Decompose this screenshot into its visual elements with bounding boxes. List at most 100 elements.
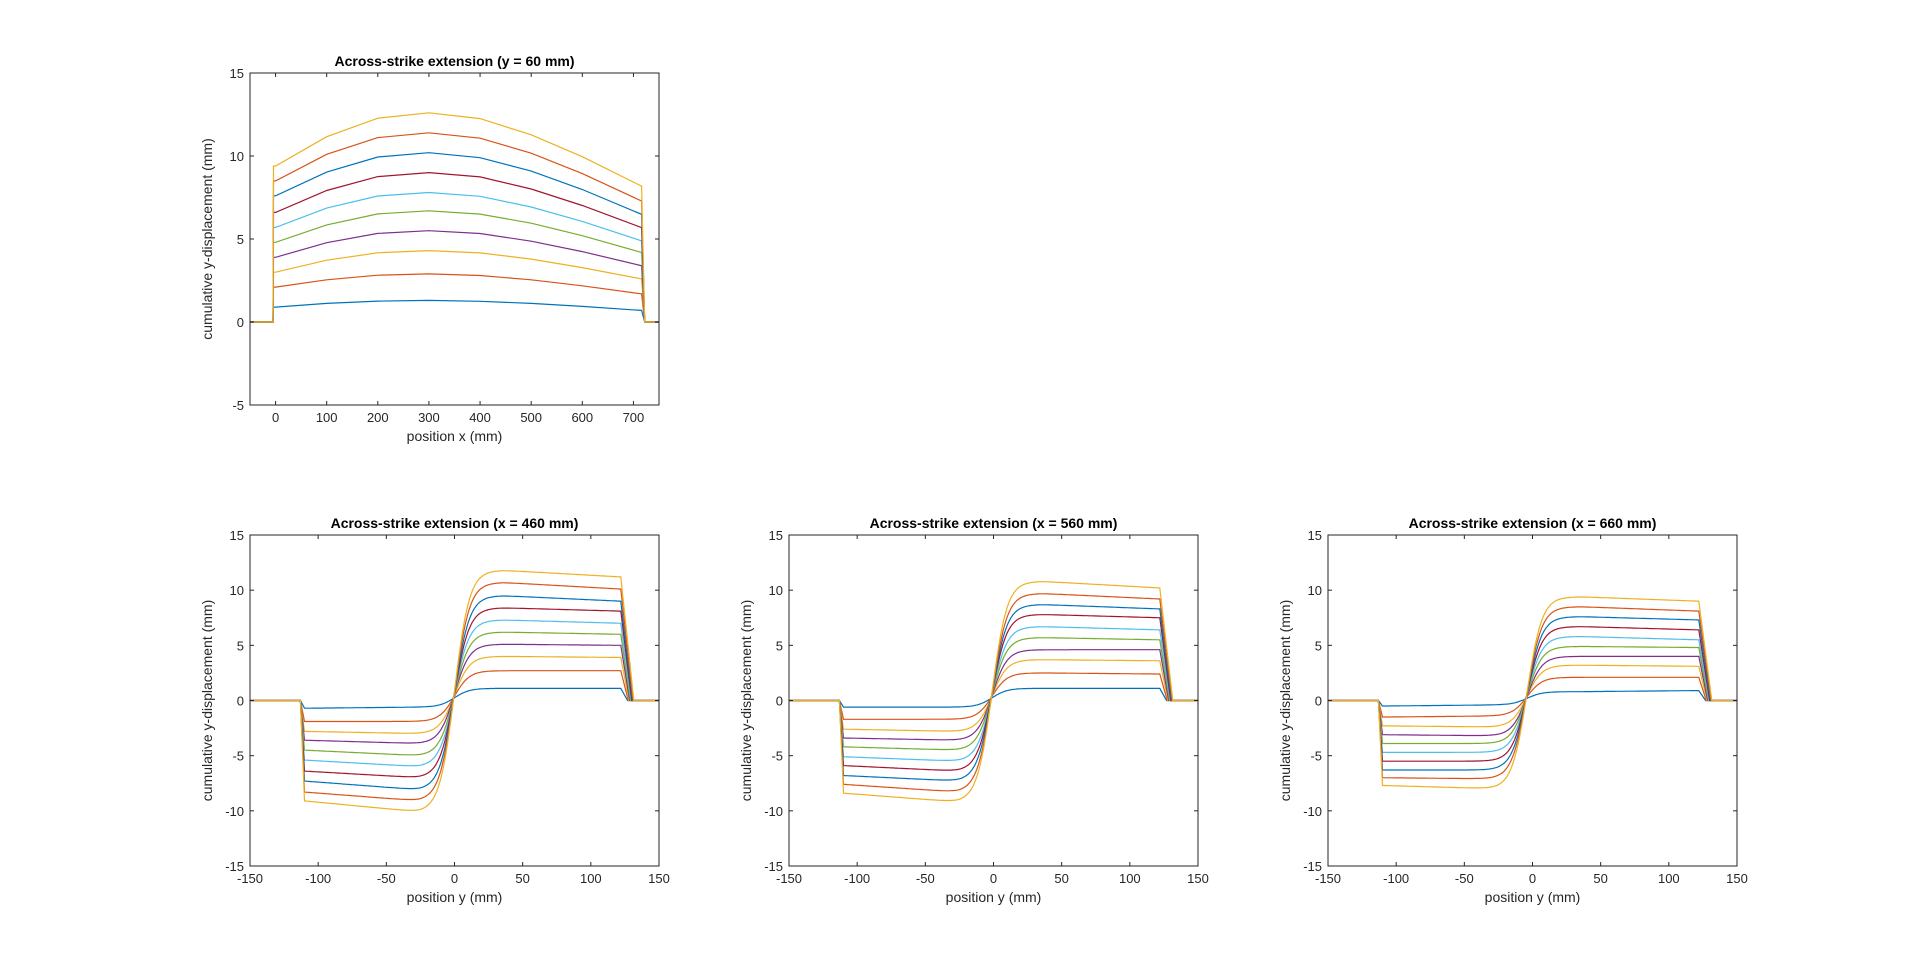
series-line-6 bbox=[250, 619, 659, 767]
x-tick-label: 600 bbox=[571, 410, 593, 425]
y-tick-label: 15 bbox=[230, 528, 244, 543]
y-axis-label: cumulative y-displacement (mm) bbox=[1277, 600, 1293, 802]
x-tick-label: -100 bbox=[844, 871, 870, 886]
x-tick-label: 0 bbox=[990, 871, 997, 886]
series-line-1 bbox=[789, 687, 1198, 708]
series-line-10 bbox=[250, 570, 659, 811]
series-line-2 bbox=[250, 670, 659, 723]
y-tick-label: 5 bbox=[237, 638, 244, 653]
y-axis-label: cumulative y-displacement (mm) bbox=[199, 600, 215, 802]
x-tick-label: 100 bbox=[1658, 871, 1680, 886]
chart-3: -150 -100 -50 0 50 100 150-15-10-5051015Across… bbox=[1277, 515, 1748, 905]
x-tick-label: -50 bbox=[916, 871, 935, 886]
y-tick-label: 15 bbox=[230, 66, 244, 81]
y-tick-label: 15 bbox=[769, 528, 783, 543]
y-tick-label: -5 bbox=[771, 749, 783, 764]
series-line-10 bbox=[789, 581, 1198, 802]
y-tick-label: 10 bbox=[230, 583, 244, 598]
x-tick-label: 150 bbox=[1187, 871, 1209, 886]
series-line-9 bbox=[789, 593, 1198, 792]
series-line-8 bbox=[789, 604, 1198, 781]
plot-area bbox=[789, 535, 1198, 866]
y-tick-label: 0 bbox=[237, 694, 244, 709]
series-line-8 bbox=[1328, 616, 1737, 771]
series-line-10 bbox=[1328, 596, 1737, 789]
y-tick-label: -15 bbox=[764, 859, 783, 874]
y-tick-label: -10 bbox=[225, 804, 244, 819]
series-line-4 bbox=[1328, 655, 1737, 737]
x-tick-label: 400 bbox=[469, 410, 491, 425]
x-tick-label: 150 bbox=[648, 871, 670, 886]
series-line-9 bbox=[1328, 606, 1737, 780]
series-line-4 bbox=[789, 649, 1198, 741]
series-line-10 bbox=[250, 112, 659, 323]
x-tick-label: 500 bbox=[520, 410, 542, 425]
y-tick-label: -10 bbox=[1303, 804, 1322, 819]
y-tick-label: 0 bbox=[237, 315, 244, 330]
y-tick-label: 10 bbox=[1308, 583, 1322, 598]
x-tick-label: 200 bbox=[367, 410, 389, 425]
y-tick-label: 0 bbox=[776, 694, 783, 709]
series-line-5 bbox=[250, 631, 659, 756]
y-tick-label: -15 bbox=[225, 859, 244, 874]
x-tick-label: 0 bbox=[1529, 871, 1536, 886]
y-tick-label: 0 bbox=[1315, 694, 1322, 709]
chart-title: Across-strike extension (y = 60 mm) bbox=[334, 53, 574, 69]
y-tick-label: -15 bbox=[1303, 859, 1322, 874]
chart-title: Across-strike extension (x = 560 mm) bbox=[870, 515, 1118, 531]
series-line-4 bbox=[250, 643, 659, 744]
x-tick-label: 700 bbox=[623, 410, 645, 425]
series-line-3 bbox=[789, 659, 1198, 732]
plot-area bbox=[250, 73, 659, 405]
x-axis-label: position y (mm) bbox=[946, 889, 1042, 905]
chart-1: -150 -100 -50 0 50 100 150-15-10-5051015Across… bbox=[199, 515, 670, 905]
y-tick-label: 5 bbox=[776, 638, 783, 653]
x-tick-label: 0 bbox=[272, 410, 279, 425]
series-line-1 bbox=[250, 687, 659, 709]
series-line-7 bbox=[1328, 626, 1737, 762]
x-tick-label: 100 bbox=[316, 410, 338, 425]
plot-area bbox=[1328, 535, 1737, 866]
x-tick-label: -150 bbox=[776, 871, 802, 886]
series-line-1 bbox=[1328, 689, 1737, 707]
y-tick-label: 15 bbox=[1308, 528, 1322, 543]
chart-2: -150 -100 -50 0 50 100 150-15-10-5051015Across… bbox=[738, 515, 1209, 905]
series-line-1 bbox=[250, 299, 659, 323]
x-tick-label: 100 bbox=[1119, 871, 1141, 886]
x-tick-label: -100 bbox=[1383, 871, 1409, 886]
y-tick-label: -5 bbox=[1310, 749, 1322, 764]
y-tick-label: 5 bbox=[1315, 638, 1322, 653]
y-tick-label: 10 bbox=[230, 149, 244, 164]
y-tick-label: -5 bbox=[232, 398, 244, 413]
series-line-2 bbox=[789, 672, 1198, 720]
x-tick-label: 50 bbox=[1054, 871, 1068, 886]
x-tick-label: 150 bbox=[1726, 871, 1748, 886]
y-tick-label: 10 bbox=[769, 583, 783, 598]
chart-title: Across-strike extension (x = 660 mm) bbox=[1409, 515, 1657, 531]
x-tick-label: 0 bbox=[451, 871, 458, 886]
series-line-6 bbox=[1328, 635, 1737, 754]
x-axis-label: position y (mm) bbox=[407, 889, 503, 905]
x-tick-label: 100 bbox=[580, 871, 602, 886]
x-axis-label: position x (mm) bbox=[407, 428, 503, 444]
plot-area bbox=[250, 535, 659, 866]
x-tick-label: -150 bbox=[1315, 871, 1341, 886]
x-tick-label: -100 bbox=[305, 871, 331, 886]
x-tick-label: 50 bbox=[1593, 871, 1607, 886]
x-axis-label: position y (mm) bbox=[1485, 889, 1581, 905]
series-line-6 bbox=[789, 626, 1198, 762]
x-tick-label: 50 bbox=[515, 871, 529, 886]
y-axis-label: cumulative y-displacement (mm) bbox=[199, 138, 215, 340]
series-line-7 bbox=[250, 607, 659, 778]
x-tick-label: -150 bbox=[237, 871, 263, 886]
y-tick-label: 5 bbox=[237, 232, 244, 247]
y-axis-label: cumulative y-displacement (mm) bbox=[738, 600, 754, 802]
x-tick-label: 300 bbox=[418, 410, 440, 425]
series-line-3 bbox=[1328, 664, 1737, 728]
chart-0: 0 100 200 300 400 500 600 700 -5 0 5 10 15 Across-str… bbox=[199, 53, 660, 444]
series-line-5 bbox=[789, 637, 1198, 751]
x-tick-label: -50 bbox=[377, 871, 396, 886]
series-line-2 bbox=[1328, 676, 1737, 718]
x-tick-label: -50 bbox=[1455, 871, 1474, 886]
